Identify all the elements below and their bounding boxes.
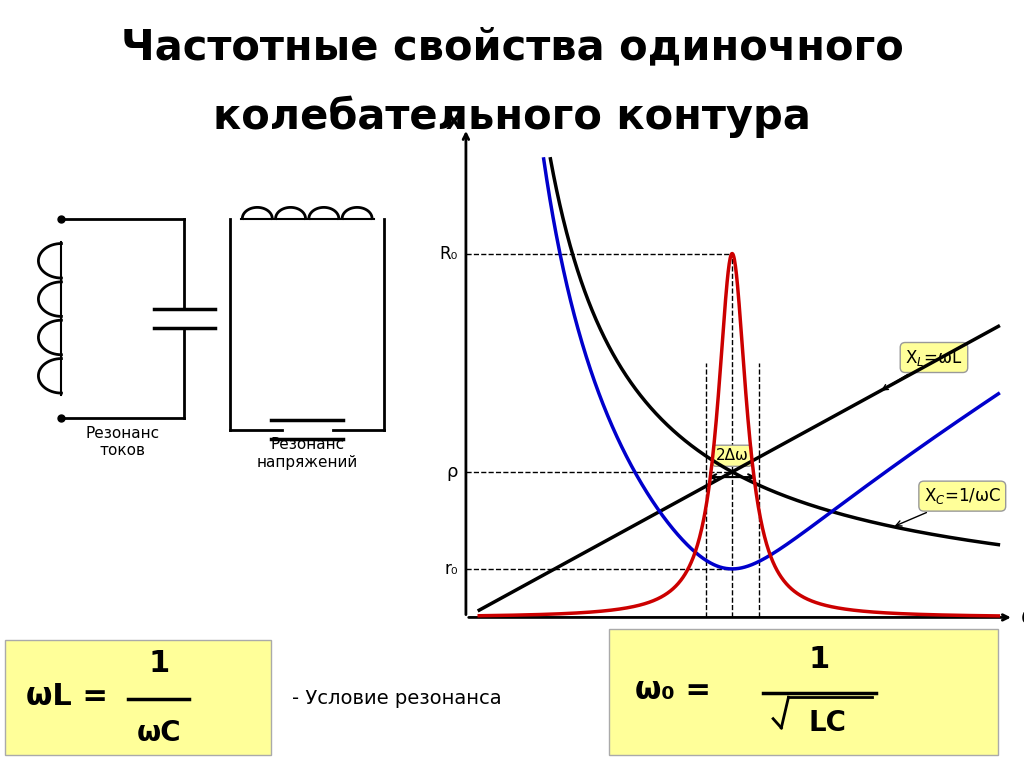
Text: 2Δω: 2Δω	[716, 448, 749, 463]
Text: X$_C$=1/ωC: X$_C$=1/ωC	[924, 486, 1000, 506]
Text: ωL =: ωL =	[26, 682, 108, 711]
Text: Резонанс
токов: Резонанс токов	[86, 426, 160, 458]
FancyBboxPatch shape	[609, 629, 998, 755]
Text: X: X	[445, 113, 462, 133]
Text: R₀: R₀	[439, 245, 458, 262]
Text: ωC: ωC	[136, 719, 181, 748]
Text: - Условие резонанса: - Условие резонанса	[292, 690, 502, 708]
Text: 1: 1	[148, 649, 169, 678]
Text: 1: 1	[809, 645, 829, 674]
Text: ω₀ =: ω₀ =	[635, 676, 711, 705]
Text: LC: LC	[809, 709, 847, 736]
Text: Частотные свойства одиночного: Частотные свойства одиночного	[121, 27, 903, 69]
Text: ω: ω	[1021, 608, 1024, 627]
Text: ρ: ρ	[446, 463, 458, 481]
FancyBboxPatch shape	[5, 640, 271, 755]
Text: ω₀: ω₀	[722, 637, 742, 654]
Text: колебательного контура: колебательного контура	[213, 96, 811, 138]
Text: Резонанс
напряжений: Резонанс напряжений	[257, 437, 357, 469]
Text: r₀: r₀	[444, 560, 458, 578]
Text: X$_L$=ωL: X$_L$=ωL	[905, 347, 963, 367]
